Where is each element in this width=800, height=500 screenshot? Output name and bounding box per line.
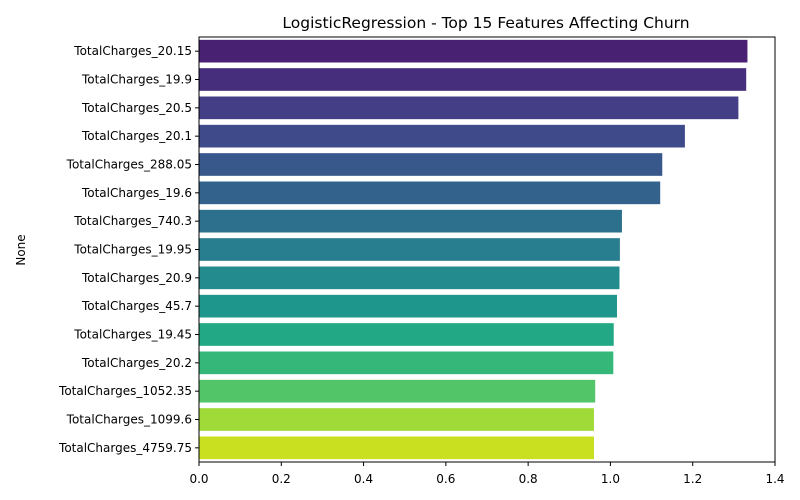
y-axis-title: None bbox=[14, 234, 28, 265]
bar-5 bbox=[199, 181, 661, 205]
y-tick-label: TotalCharges_19.6 bbox=[81, 186, 192, 200]
y-axis-ticks: TotalCharges_20.15 TotalCharges_19.9 Total… bbox=[58, 44, 199, 455]
bar-2 bbox=[199, 96, 739, 120]
x-tick-label: 1.0 bbox=[601, 472, 620, 486]
x-tick-label: 0.4 bbox=[354, 472, 373, 486]
y-tick-label: TotalCharges_1099.6 bbox=[66, 413, 192, 427]
y-tick-label: TotalCharges_1052.35 bbox=[58, 384, 192, 398]
x-tick-label: 0.8 bbox=[519, 472, 538, 486]
bar-9 bbox=[199, 294, 618, 318]
y-tick-label: TotalCharges_20.9 bbox=[81, 271, 192, 285]
x-tick-label: 1.4 bbox=[765, 472, 784, 486]
plot-frame bbox=[198, 36, 776, 463]
bar-6 bbox=[199, 209, 622, 233]
bar-10 bbox=[199, 323, 614, 346]
bar-13 bbox=[199, 408, 594, 431]
y-tick-label: TotalCharges_19.95 bbox=[73, 243, 192, 257]
bar-0 bbox=[199, 39, 748, 63]
y-tick-label: TotalCharges_288.05 bbox=[66, 158, 192, 172]
bar-8 bbox=[199, 266, 620, 290]
bar-12 bbox=[199, 379, 596, 403]
y-tick-label: TotalCharges_740.3 bbox=[73, 214, 192, 228]
bar-3 bbox=[199, 124, 685, 148]
x-tick-label: 0.6 bbox=[436, 472, 455, 486]
x-axis-ticks: 0.0 0.2 0.4 0.6 0.8 1.0 1.2 1.4 bbox=[189, 462, 785, 486]
y-tick-label: TotalCharges_20.5 bbox=[81, 101, 192, 115]
x-tick-label: 1.2 bbox=[683, 472, 702, 486]
y-tick-label: TotalCharges_45.7 bbox=[81, 299, 192, 313]
bar-7 bbox=[199, 238, 620, 261]
bar-1 bbox=[199, 68, 747, 91]
y-tick-label: TotalCharges_20.15 bbox=[73, 44, 192, 58]
y-tick-label: TotalCharges_19.45 bbox=[73, 328, 192, 342]
bar-11 bbox=[199, 351, 614, 375]
y-tick-label: TotalCharges_4759.75 bbox=[58, 441, 192, 455]
y-tick-label: TotalCharges_20.1 bbox=[81, 129, 192, 143]
bar-4 bbox=[199, 153, 663, 176]
bars-group bbox=[199, 39, 748, 460]
y-tick-label: TotalCharges_20.2 bbox=[81, 356, 192, 370]
chart-title: LogisticRegression - Top 15 Features Aff… bbox=[282, 14, 689, 32]
x-tick-label: 0.2 bbox=[272, 472, 291, 486]
y-tick-label: TotalCharges_19.9 bbox=[81, 73, 192, 87]
x-tick-label: 0.0 bbox=[189, 472, 208, 486]
bar-14 bbox=[199, 436, 594, 460]
